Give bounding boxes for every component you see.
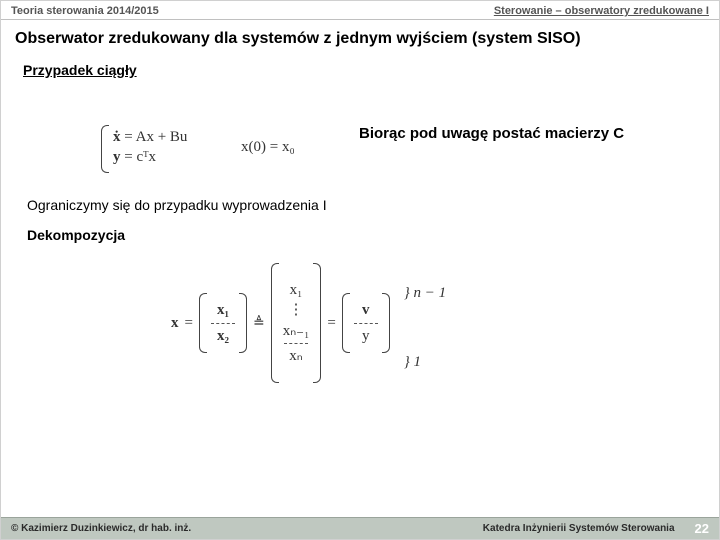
decomposition-equation: x = x₁ x₂ ≜ x₁ ⋮ xₙ₋₁ xₙ = <box>171 263 446 383</box>
eq-xdot-lhs: ẋ <box>113 129 121 145</box>
note-matrix-c: Biorąc pod uwagę postać macierzy C <box>359 125 624 142</box>
triangleq-icon: ≜ <box>253 315 265 332</box>
header-left: Teoria sterowania 2014/2015 <box>11 5 159 17</box>
vec-full: x₁ ⋮ xₙ₋₁ xₙ <box>271 263 322 383</box>
footer-left: © Kazimierz Duzinkiewicz, dr hab. inż. <box>11 523 191 534</box>
vec-vy: v y <box>342 293 390 353</box>
footer-right: Katedra Inżynierii Systemów Sterowania <box>483 523 675 534</box>
decomp-y: y <box>362 326 370 346</box>
dim-bot: 1 <box>414 354 422 370</box>
vec-xnm1: xₙ₋₁ <box>283 321 310 341</box>
header-right: Sterowanie – obserwatory zredukowane I <box>494 5 709 17</box>
decomp-x: x <box>171 315 179 332</box>
header: Teoria sterowania 2014/2015 Sterowanie –… <box>1 1 719 20</box>
state-equations: ẋ = Ax + Bu y = cᵀx <box>101 125 191 178</box>
decomp-x2: x₂ <box>217 326 229 346</box>
subtitle: Przypadek ciągły <box>1 54 719 82</box>
slide: Teoria sterowania 2014/2015 Sterowanie –… <box>0 0 720 540</box>
dimension-braces: } n − 1 } 1 <box>396 263 446 383</box>
page-title: Obserwator zredukowany dla systemów z je… <box>1 20 719 54</box>
decomp-v: v <box>362 300 370 320</box>
paragraph-decomposition: Dekompozycja <box>27 227 125 243</box>
equals-2: = <box>327 315 335 332</box>
eq-xdot-rhs: = Ax + Bu <box>124 129 187 145</box>
footer: © Kazimierz Duzinkiewicz, dr hab. inż. K… <box>1 517 719 539</box>
equals-1: = <box>185 315 193 332</box>
eq-y-rhs: = cᵀx <box>124 149 156 165</box>
vec-x1: x₁ <box>290 280 303 300</box>
vec-xn: xₙ <box>289 346 302 366</box>
eq-y-lhs: y <box>113 149 121 165</box>
paragraph-case: Ograniczymy się do przypadku wyprowadzen… <box>27 197 327 213</box>
vec-dots: ⋮ <box>289 300 304 320</box>
initial-condition: x(0) = x₀ <box>241 139 295 156</box>
vec-x1x2: x₁ x₂ <box>199 293 247 353</box>
dim-top: n − 1 <box>414 285 447 301</box>
decomp-x1: x₁ <box>217 300 229 320</box>
page-number: 22 <box>695 521 709 536</box>
